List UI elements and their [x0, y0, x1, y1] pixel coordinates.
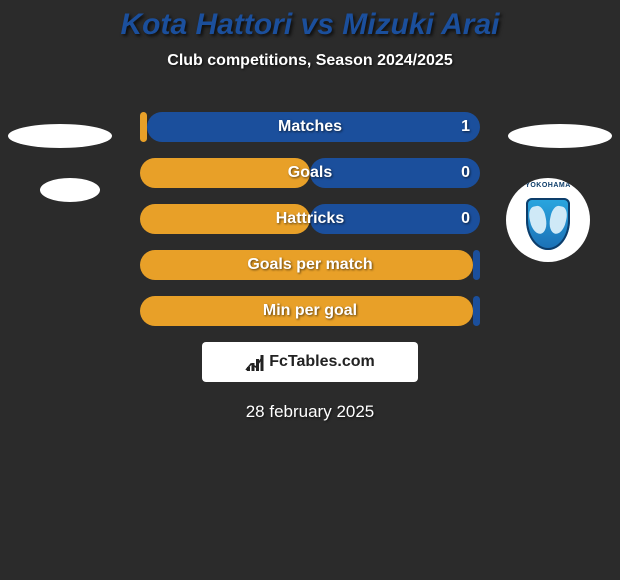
stat-value-right: 1 [461, 112, 470, 142]
date-text: 28 february 2025 [0, 402, 620, 422]
crest-arc-text: YOKOHAMA [506, 178, 590, 189]
stat-bar-right [310, 158, 480, 188]
stat-bar-left [140, 250, 473, 280]
stat-bar-left [140, 158, 310, 188]
club-crest-right: YOKOHAMA [506, 178, 590, 262]
subtitle: Club competitions, Season 2024/2025 [0, 52, 620, 70]
stat-row: Goals per match [140, 250, 480, 280]
right-oval [508, 124, 612, 148]
stat-row: Hattricks0 [140, 204, 480, 234]
page-title: Kota Hattori vs Mizuki Arai [0, 0, 620, 42]
brand-icon [245, 352, 265, 372]
stat-bar-left [140, 112, 147, 142]
stat-row: Matches1 [140, 112, 480, 142]
stat-bar-right [473, 296, 480, 326]
brand-badge: FcTables.com [202, 342, 418, 382]
stat-bar-right [147, 112, 480, 142]
stat-value-right: 0 [461, 158, 470, 188]
stat-row: Goals0 [140, 158, 480, 188]
stat-bar-right [473, 250, 480, 280]
crest-wing-left [527, 205, 548, 236]
crest-wing-right [547, 205, 568, 236]
stat-bar-right [310, 204, 480, 234]
crest-shield [526, 198, 570, 250]
left-oval-2 [40, 178, 100, 202]
stat-row: Min per goal [140, 296, 480, 326]
stat-value-right: 0 [461, 204, 470, 234]
brand-text: FcTables.com [269, 353, 375, 371]
stat-bar-left [140, 296, 473, 326]
left-oval-1 [8, 124, 112, 148]
stat-bar-left [140, 204, 310, 234]
